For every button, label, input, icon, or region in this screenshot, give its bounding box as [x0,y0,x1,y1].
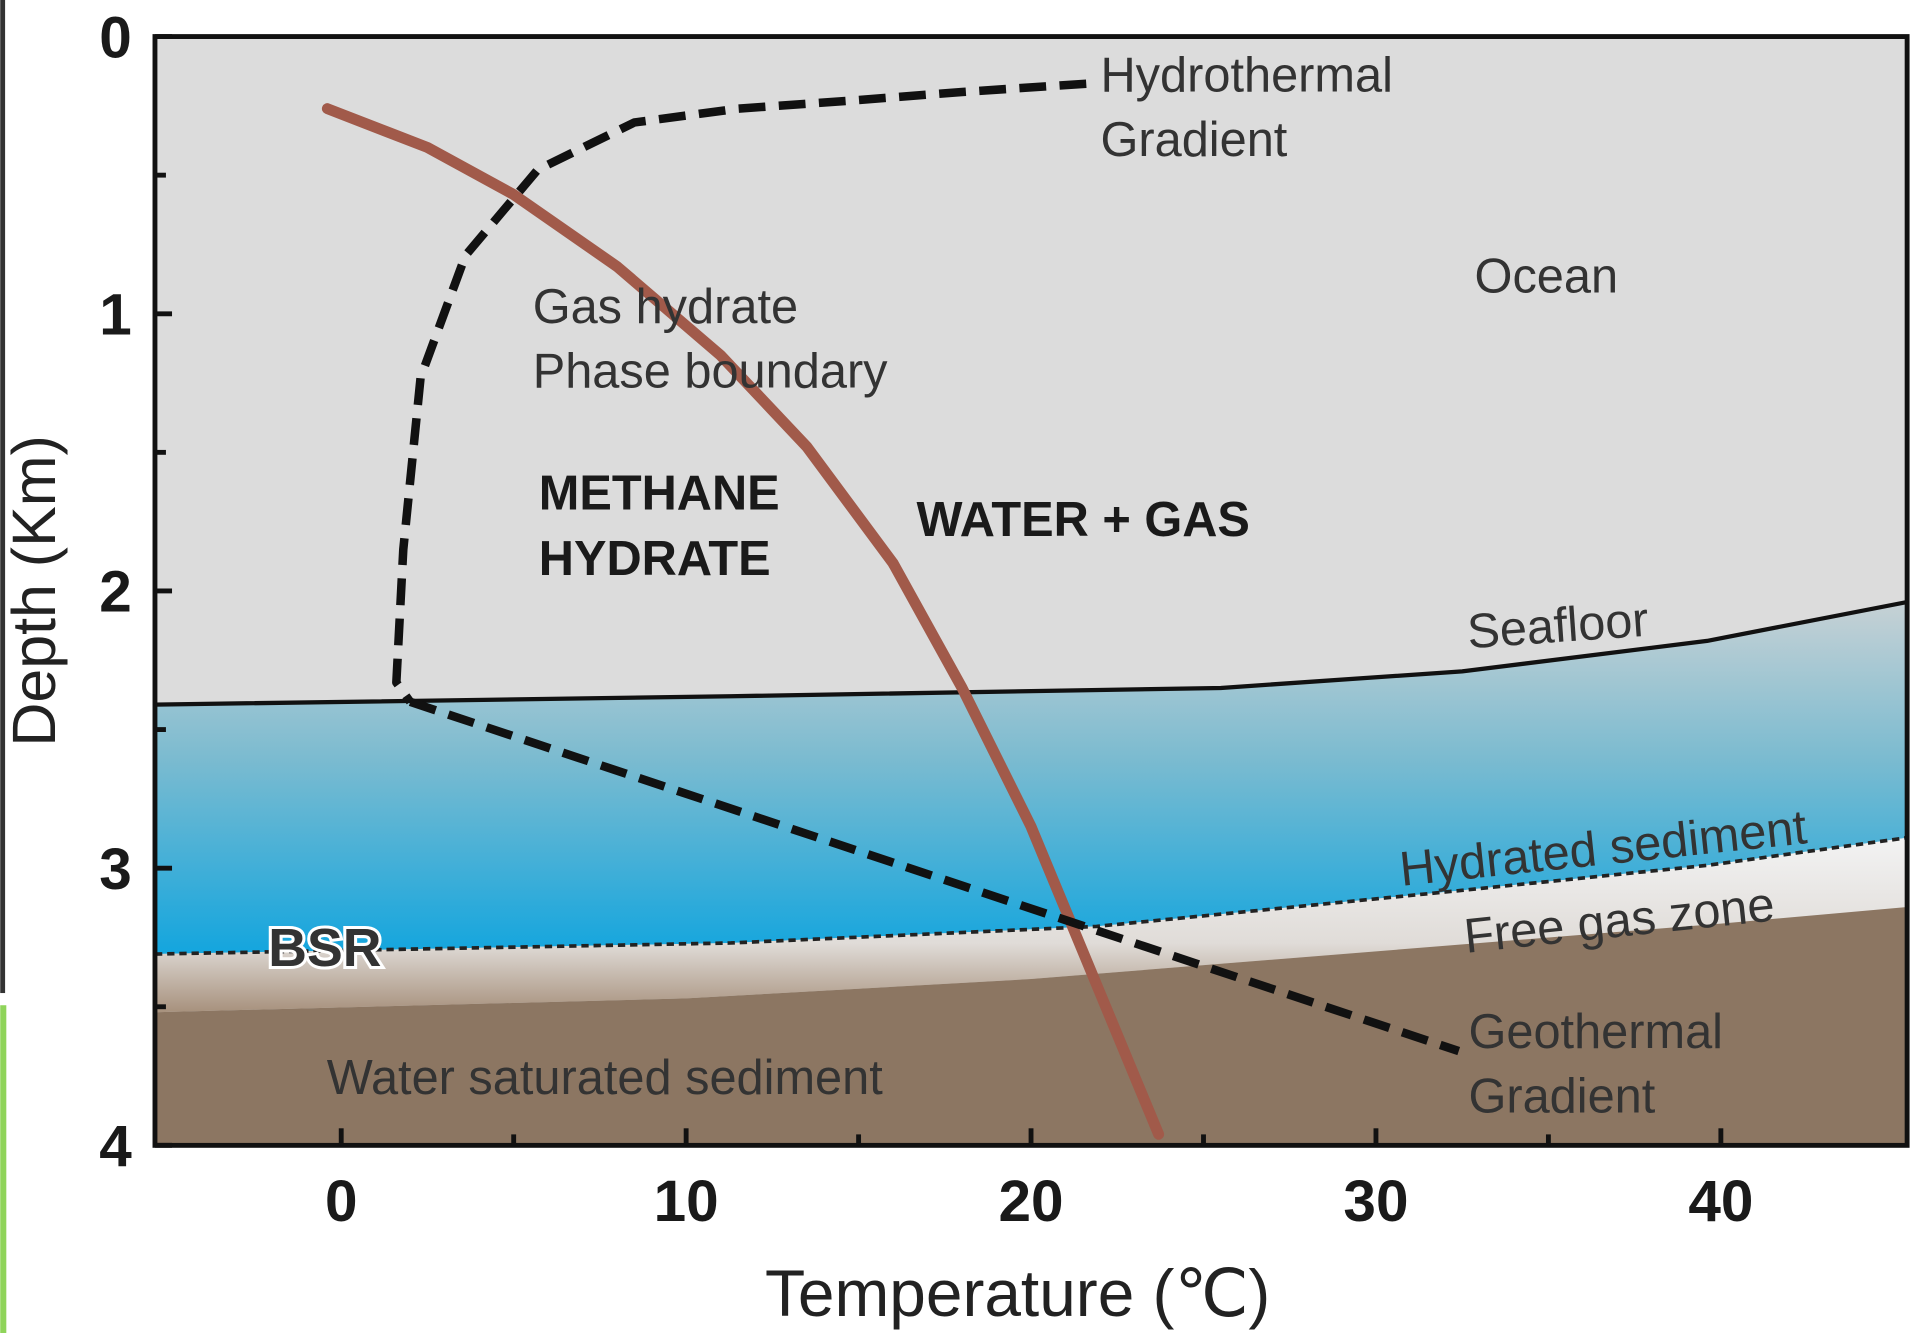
x-tick-label: 40 [1688,1169,1753,1234]
series-label: Water saturated sediment [327,1051,883,1105]
series-label: Hydrothermal Gradient [1100,48,1392,167]
series-line [408,697,1461,1056]
x-axis-title: Temperature (℃) [765,1256,1270,1330]
series-line [392,79,1087,705]
series-line [154,835,1908,956]
plot: Gas hydrate Phase boundary Hydrothermal Gra… [99,5,1910,1234]
series-line [152,599,1910,707]
y-tick-label: 4 [99,1114,132,1179]
y-tick-label: 0 [99,5,132,70]
annotation: WATER + GAS [917,493,1250,547]
series-label: Geothermal Gradient [1468,1005,1723,1124]
y-tick-label: 2 [99,560,132,625]
hydrated-layer [154,602,1908,955]
annotation: METHANE HYDRATE [539,466,780,586]
sediment-area [154,907,1908,1146]
edge-bar [0,1005,7,1333]
y-tick-label: 3 [99,837,132,902]
series-label: BSR [268,918,381,978]
series-line [321,103,1165,1140]
x-tick-label: 30 [1343,1169,1408,1234]
x-tick-label: 10 [654,1169,719,1234]
y-axis-title: Depth (Km) [0,435,68,746]
x-tick-label: 20 [999,1169,1064,1234]
x-tick-label: 0 [325,1169,358,1234]
annotation: Ocean [1475,249,1619,303]
series-label: Gas hydrate Phase boundary [533,280,888,399]
free-gas-layer [154,837,1908,1013]
series-label: Seafloor [1465,593,1650,660]
y-tick-label: 1 [99,282,132,347]
edge-bar [0,0,6,994]
